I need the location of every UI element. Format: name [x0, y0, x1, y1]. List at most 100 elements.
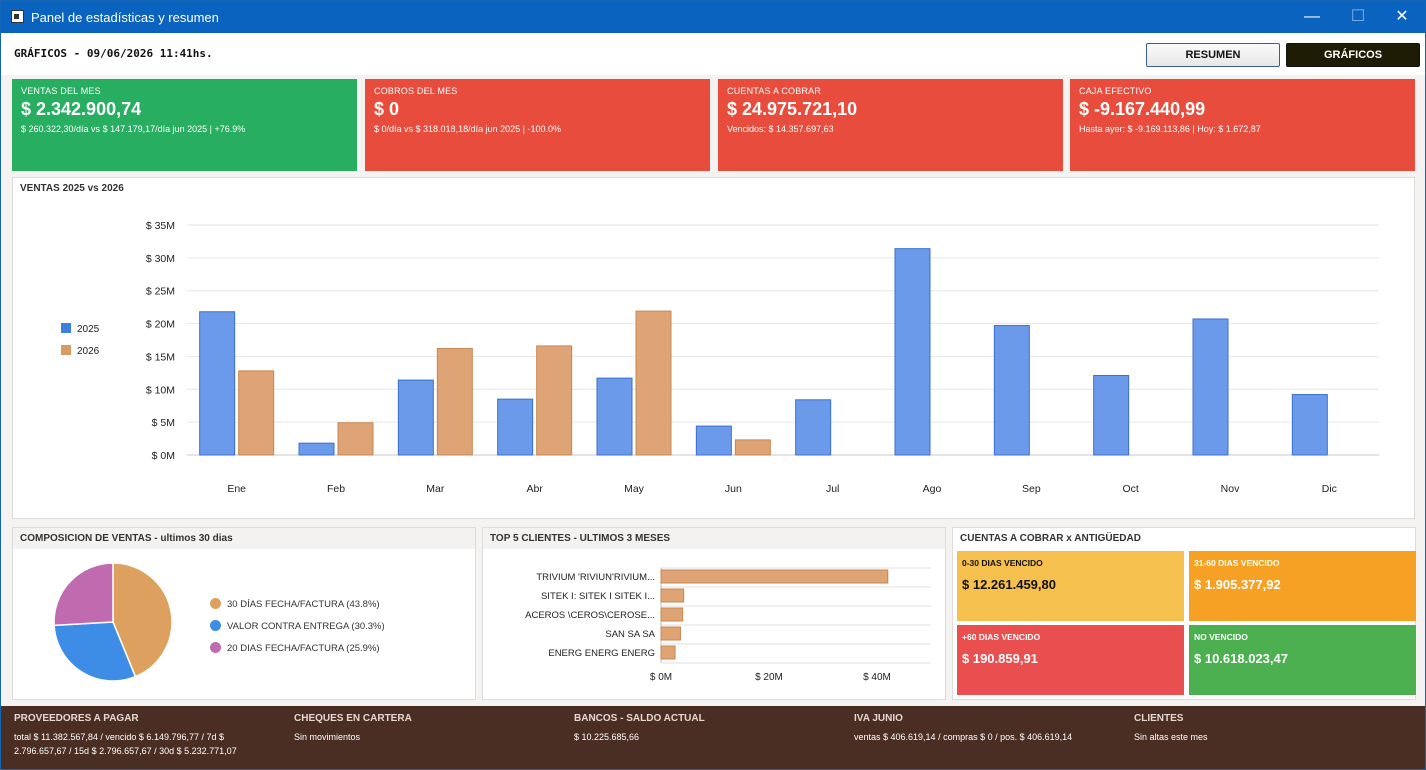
y-tick-label: $ 15M [146, 351, 175, 363]
bar-2025-Sep [993, 325, 1030, 456]
pie-slice-3 [53, 562, 114, 627]
card-value: $ 2.342.900,74 [21, 99, 142, 119]
y-tick-label: $ 20M [146, 319, 175, 331]
client-bar-3 [660, 607, 684, 622]
client-label: SAN SA SA [605, 629, 655, 640]
footer-text: Sin movimientos [294, 732, 361, 742]
card-value: $ 0 [374, 99, 400, 119]
card-value: $ 24.975.721,10 [727, 99, 858, 119]
x-tick-label: $ 40M [863, 672, 891, 683]
bar-2026-May [635, 310, 672, 456]
client-label: SITEK I: SITEK I SITEK I... [541, 591, 655, 602]
card-sub: $ 0/día vs $ 318.018,18/día jun 2025 | -… [374, 124, 561, 134]
card-sub: Vencidos: $ 14.357.697,63 [727, 124, 834, 134]
panel-header [13, 528, 475, 549]
footer-text: total $ 11.382.567,84 / vencido $ 6.149.… [14, 730, 237, 758]
card-sub: $ 260.322,30/día vs $ 147.179,17/día jun… [21, 124, 246, 134]
panel-title: COMPOSICION DE VENTAS - ultimos 30 dias [20, 533, 233, 544]
footer-bancos: BANCOS - SALDO ACTUAL $ 10.225.685,66 [574, 713, 705, 744]
bar-2025-Dic [1291, 394, 1328, 456]
client-label: ACEROS \CEROS\CEROSE... [525, 610, 655, 621]
panel-header [483, 528, 945, 549]
footer-heading: BANCOS - SALDO ACTUAL [574, 713, 705, 724]
bar-2025-Nov [1192, 318, 1229, 456]
aging-value: $ 12.261.459,80 [962, 577, 1056, 592]
legend-label: 20 DIAS FECHA/FACTURA (25.9%) [227, 643, 380, 654]
y-tick-label: $ 30M [146, 253, 175, 265]
footer-text: $ 10.225.685,66 [574, 732, 640, 742]
pie-legend-3: 20 DIAS FECHA/FACTURA (25.9%) [210, 642, 380, 654]
x-tick-label: Ago [923, 483, 942, 495]
ventas-bar-chart: $ 0M $ 5M $ 10M $ 15M $ 20M $ 25M $ 30M $ 35M En… [146, 220, 1379, 495]
card-value: $ -9.167.440,99 [1079, 99, 1206, 119]
client-label: ENERG ENERG ENERG [548, 648, 655, 659]
aging-label: 0-30 DIAS VENCIDO [962, 558, 1043, 568]
bar-2025-Oct [1093, 374, 1130, 456]
card-ventas-mes: VENTAS DEL MES $ 2.342.900,74 $ 260.322,… [12, 79, 357, 171]
aging-0-30: 0-30 DIAS VENCIDO $ 12.261.459,80 [957, 551, 1184, 621]
bar-2026-Feb [337, 422, 374, 456]
maximize-button[interactable]: ☐ [1350, 8, 1366, 25]
bar-2026-Jun [734, 439, 771, 456]
bar-2025-Mar [397, 379, 434, 456]
panel-title: CUENTAS A COBRAR x ANTIGÜEDAD [960, 533, 1141, 544]
x-tick-label: $ 20M [755, 672, 783, 683]
footer-line: 2.796.657,67 / 15d $ 2.796.657,67 / 30d … [14, 746, 237, 756]
legend-swatch [61, 345, 71, 355]
footer-text: Sin altas este mes [1134, 732, 1208, 742]
footer-text: ventas $ 406.619,14 / compras $ 0 / pos.… [854, 732, 1073, 742]
card-caja-efectivo: CAJA EFECTIVO $ -9.167.440,99 Hasta ayer… [1070, 79, 1415, 171]
bar-2025-Ago [894, 248, 931, 456]
pie-slice-1 [112, 562, 173, 678]
close-button[interactable]: ✕ [1395, 8, 1409, 25]
legend-label: VALOR CONTRA ENTREGA (30.3%) [227, 621, 385, 632]
legend-label: 2025 [77, 324, 100, 335]
footer-proveedores: PROVEEDORES A PAGAR total $ 11.382.567,8… [14, 713, 237, 758]
y-tick-label: $ 10M [146, 384, 175, 396]
window-title: Panel de estadísticas y resumen [31, 10, 219, 25]
pie-chart [53, 562, 173, 682]
bar-2025-Ene [199, 311, 236, 456]
x-tick-label: Jul [826, 483, 839, 495]
aging-value: $ 10.618.023,47 [1194, 651, 1288, 666]
bar-2026-Ene [238, 370, 275, 456]
aging-panel: CUENTAS A COBRAR x ANTIGÜEDAD 0-30 DIAS … [952, 527, 1416, 700]
minimize-button[interactable]: — [1304, 8, 1320, 25]
card-cuentas-cobrar: CUENTAS A COBRAR $ 24.975.721,10 Vencido… [718, 79, 1063, 171]
pie-legend-2: VALOR CONTRA ENTREGA (30.3%) [210, 620, 385, 632]
aging-label: +60 DIAS VENCIDO [962, 632, 1041, 642]
x-tick-label: Feb [327, 483, 345, 495]
legend-dot [210, 620, 221, 631]
title-bar[interactable]: Panel de estadísticas y resumen — ☐ ✕ [1, 1, 1425, 33]
client-bar-5 [660, 645, 676, 660]
aging-no-vencido: NO VENCIDO $ 10.618.023,47 [1189, 625, 1416, 695]
app-icon [11, 10, 24, 23]
aging-value: $ 190.859,91 [962, 651, 1038, 666]
aging-label: 31-60 DIAS VENCIDO [1194, 558, 1280, 568]
footer-iva: IVA JUNIO ventas $ 406.619,14 / compras … [854, 713, 1072, 744]
bar-2025-Jun [695, 425, 732, 456]
footer-heading: CHEQUES EN CARTERA [294, 713, 412, 724]
x-tick-label: Oct [1122, 483, 1138, 495]
x-tick-label: Dic [1322, 483, 1337, 495]
pie-legend-1: 30 DÍAS FECHA/FACTURA (43.8%) [210, 598, 380, 610]
legend-dot [210, 642, 221, 653]
top-clients-panel: TOP 5 CLIENTES - ULTIMOS 3 MESES TRIVIUM… [482, 527, 946, 700]
x-tick-label: Nov [1221, 483, 1240, 495]
footer-cheques: CHEQUES EN CARTERA Sin movimientos [294, 713, 412, 744]
bar-2025-Abr [497, 398, 534, 456]
card-sub: Hasta ayer: $ -9.169.113,86 | Hoy: $ 1.6… [1079, 124, 1261, 134]
bar-2025-May [596, 377, 633, 456]
resumen-button[interactable]: RESUMEN [1146, 43, 1280, 67]
client-label: TRIVIUM 'RIVIUN'RIVIUM... [536, 572, 655, 583]
graficos-button[interactable]: GRÁFICOS [1286, 43, 1420, 67]
aging-31-60: 31-60 DIAS VENCIDO $ 1.905.377,92 [1189, 551, 1416, 621]
footer-heading: IVA JUNIO [854, 713, 903, 724]
toolbar: GRÁFICOS - 09/06/2026 11:41hs. RESUMEN G… [1, 33, 1425, 75]
aging-60-plus: +60 DIAS VENCIDO $ 190.859,91 [957, 625, 1184, 695]
aging-label: NO VENCIDO [1194, 632, 1248, 642]
footer-clientes: CLIENTES Sin altas este mes [1134, 713, 1208, 744]
y-tick-label: $ 5M [152, 417, 175, 429]
card-label: COBROS DEL MES [374, 86, 458, 96]
